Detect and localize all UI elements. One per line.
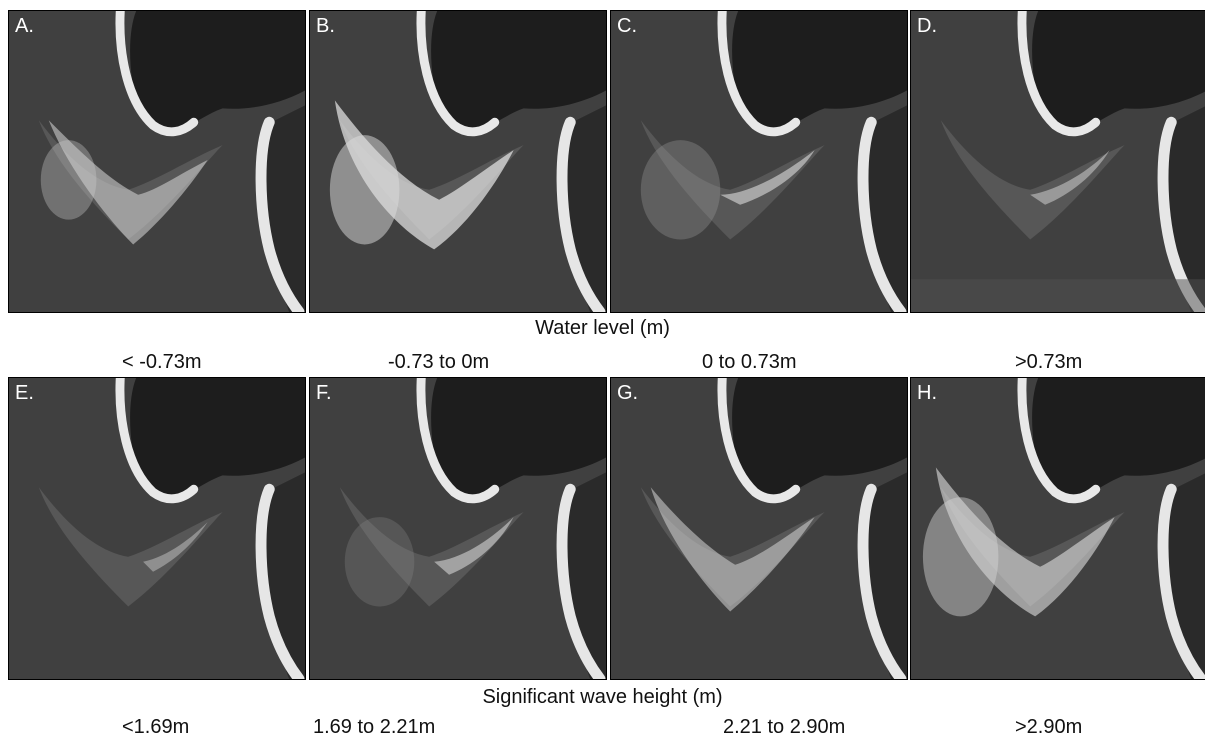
panel-a: A. [8,10,306,313]
panel-label: E. [15,382,34,404]
coastal-image-g [611,378,907,679]
coastal-image-c [611,11,907,312]
coastal-image-a [9,11,305,312]
panel-label: G. [617,382,639,404]
panel-b: B. [309,10,607,313]
water-level-bin-1: < -0.73m [122,351,202,373]
water-level-title: Water level (m) [535,317,670,339]
panel-label: C. [617,15,637,37]
coastal-image-e [9,378,305,679]
panel-h: H. [910,377,1205,680]
water-level-bin-2: -0.73 to 0m [388,351,490,373]
panel-c: C. [610,10,908,313]
wave-height-bin-1: <1.69m [122,716,190,738]
wave-height-bin-3: 2.21 to 2.90m [723,716,846,738]
coastal-image-b [310,11,606,312]
panel-label: H. [917,382,937,404]
panel-f: F. [309,377,607,680]
panel-label: F. [316,382,332,404]
panel-label: A. [15,15,34,37]
wave-height-title: Significant wave height (m) [482,686,723,708]
panel-label: B. [316,15,335,37]
wave-height-bin-2: 1.69 to 2.21m [313,716,436,738]
water-level-bin-4: >0.73m [1015,351,1083,373]
panel-g: G. [610,377,908,680]
panel-e: E. [8,377,306,680]
coastal-image-h [911,378,1205,679]
coastal-image-d [911,11,1205,312]
water-level-bin-3: 0 to 0.73m [702,351,797,373]
panel-label: D. [917,15,937,37]
wave-height-bin-4: >2.90m [1015,716,1083,738]
coastal-image-f [310,378,606,679]
panel-d: D. [910,10,1205,313]
